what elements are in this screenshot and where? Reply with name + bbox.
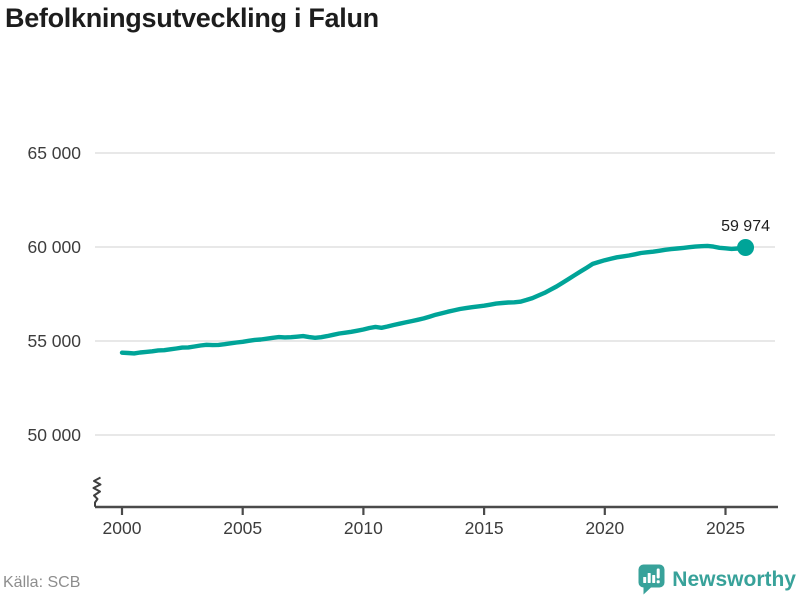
x-tick-label: 2010	[344, 518, 383, 538]
y-tick-label: 55 000	[27, 331, 81, 351]
x-tick-label: 2000	[103, 518, 142, 538]
population-series-line	[119, 243, 748, 356]
population-line-chart: 65 000 60 000 55 000 50 000 2000 2005 2010 2015…	[27, 143, 778, 538]
end-point-dot	[737, 238, 755, 256]
end-value-label: 59 974	[721, 218, 770, 235]
y-tick-label: 60 000	[27, 237, 81, 257]
y-tick-label: 65 000	[27, 143, 81, 163]
axis-break-icon	[92, 476, 102, 507]
chart-title: Befolkningsutveckling i Falun	[5, 3, 379, 33]
x-tick-label: 2020	[585, 518, 624, 538]
source-credit: Källa: SCB	[3, 574, 81, 591]
x-tick-label: 2015	[465, 518, 504, 538]
x-tick-label: 2025	[706, 518, 745, 538]
x-tick-label: 2005	[223, 518, 262, 538]
brand-footer: Newsworthy	[638, 564, 796, 595]
brand-name: Newsworthy	[672, 567, 796, 591]
y-tick-label: 50 000	[27, 425, 81, 445]
newsworthy-logo-icon	[638, 564, 665, 595]
